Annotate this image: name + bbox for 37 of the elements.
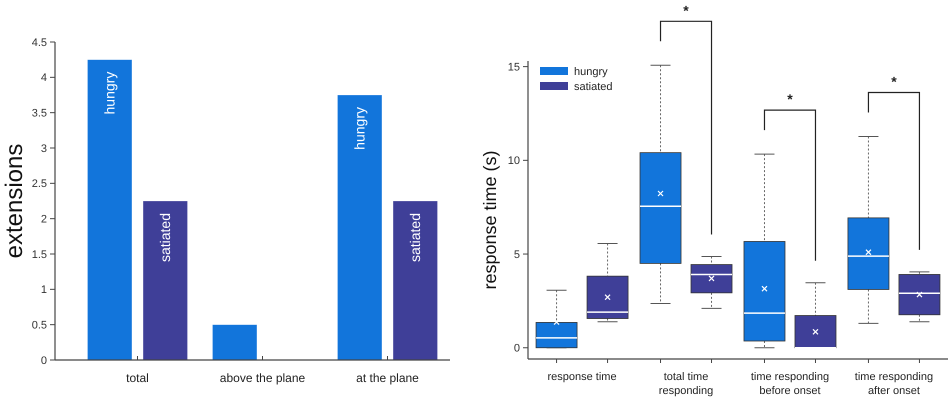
text: * <box>683 2 690 18</box>
legend-label: satiated <box>574 80 613 93</box>
x-tick-label: above the plane <box>220 371 306 385</box>
x-tick-label: time responding after onset <box>854 371 934 397</box>
y-tick-label: 4.5 <box>32 36 47 49</box>
x-tick-label: total time responding <box>658 371 714 397</box>
y-tick-label: 4 <box>40 72 47 84</box>
x-tick-label: total <box>126 371 149 385</box>
y-axis-title: response time (s) <box>480 150 500 290</box>
annotation: * <box>787 91 794 108</box>
x-tick-label: time responding before onset <box>750 371 830 397</box>
y-tick-label: 2 <box>40 214 47 226</box>
y-tick-label: 1 <box>40 284 47 296</box>
y-tick-label: 5 <box>514 248 520 261</box>
y-tick-label: 2.5 <box>32 178 47 190</box>
text: hungry <box>102 72 118 114</box>
bar <box>392 200 438 360</box>
series-label: satiated <box>157 213 174 262</box>
y-tick-label: 3 <box>40 142 47 155</box>
y-tick-label: 0 <box>514 342 520 355</box>
series-label: hungry <box>352 107 368 150</box>
y-tick-label: 0.5 <box>32 320 47 332</box>
text: satiated <box>407 213 424 262</box>
annotation: * <box>891 74 898 90</box>
legend-label: hungry <box>574 66 608 78</box>
y-tick-label: 3.5 <box>32 108 47 120</box>
x-tick-label: response time <box>548 371 617 383</box>
y-tick-label: 10 <box>508 155 520 168</box>
y-tick-label: 1.5 <box>32 248 47 261</box>
bar <box>212 324 258 360</box>
y-tick-label: 0 <box>40 354 47 367</box>
x-tick-label: at the plane <box>356 371 420 385</box>
bar <box>142 200 188 360</box>
y-tick-label: 15 <box>508 61 520 74</box>
bar <box>87 59 132 360</box>
bar <box>337 94 382 360</box>
y-axis-title: extensions <box>1 144 28 258</box>
